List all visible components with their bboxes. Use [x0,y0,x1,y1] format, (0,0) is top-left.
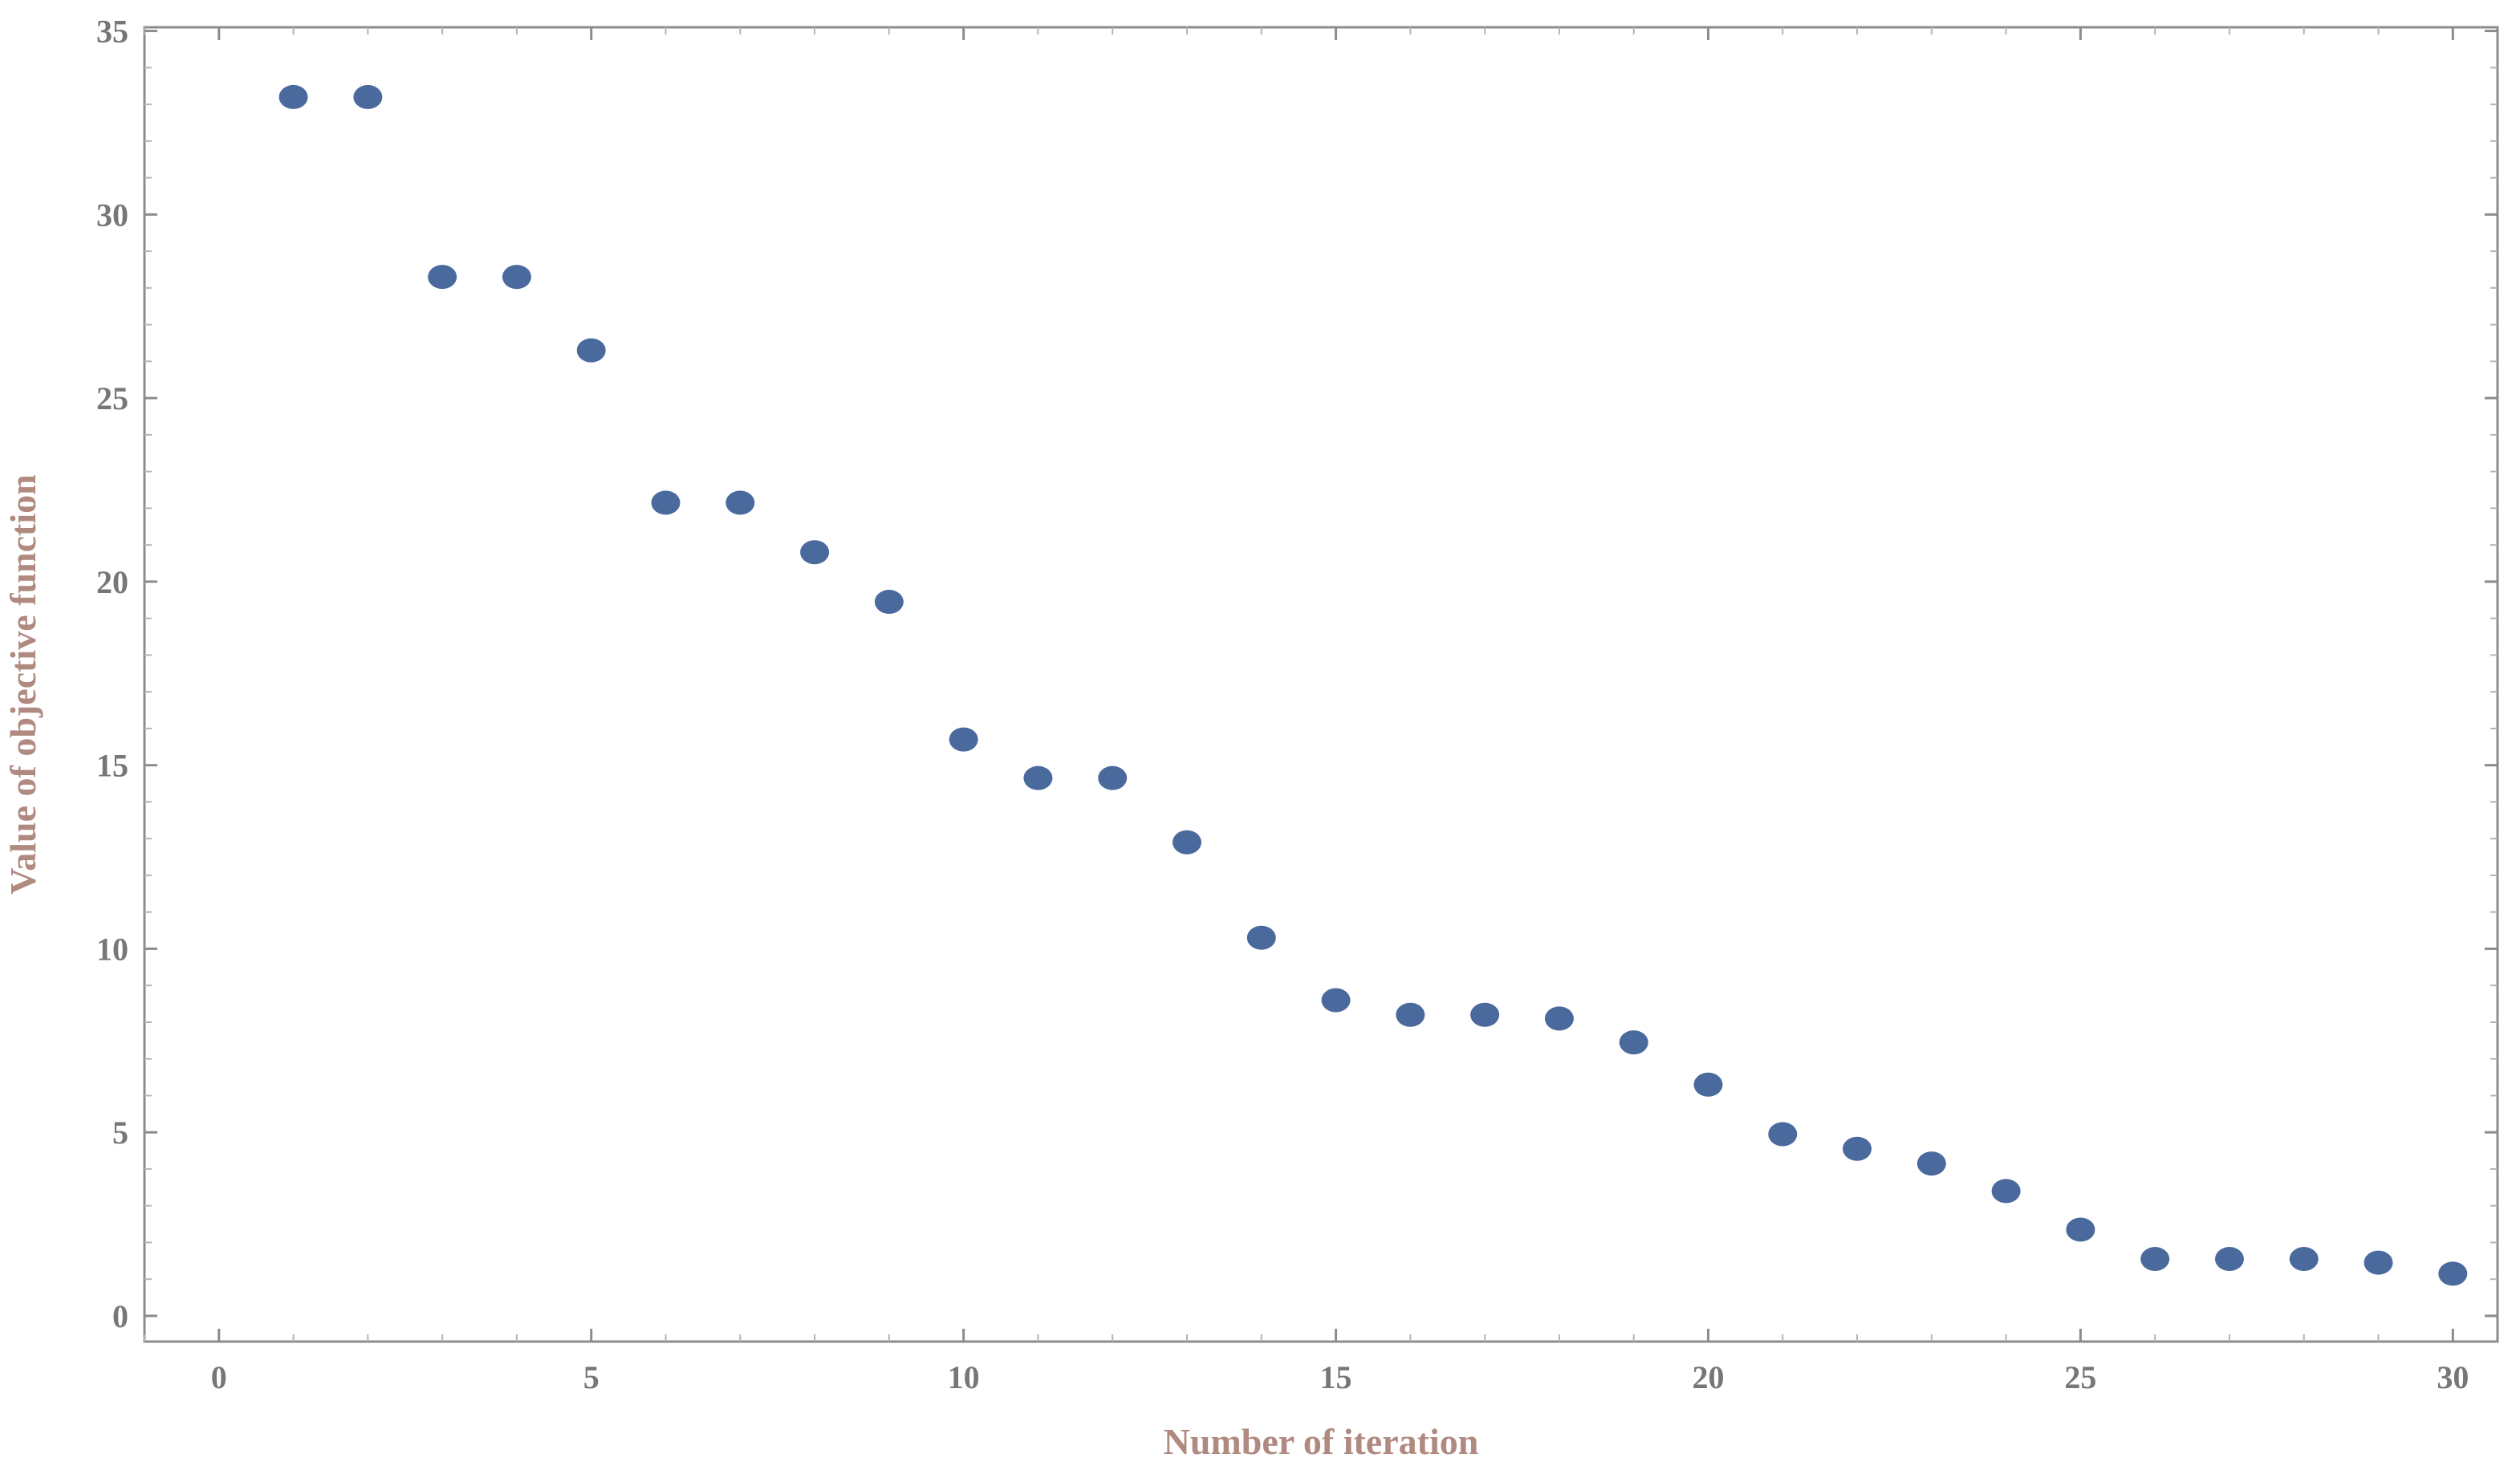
plot-frame-border [143,26,2499,1343]
data-point [1470,1002,1500,1027]
data-point [1619,1030,1648,1055]
data-point [2364,1250,2393,1275]
data-point [2214,1247,2244,1272]
data-point [2289,1247,2319,1272]
x-tick-label: 5 [583,1359,600,1395]
x-tick-label: 10 [948,1359,980,1395]
data-point [1321,988,1351,1013]
data-point [1768,1122,1798,1147]
data-point [1098,765,1128,790]
y-tick-label: 20 [96,564,128,600]
data-point [949,727,978,752]
y-tick-label: 15 [96,748,128,784]
y-tick-label: 25 [96,380,128,416]
x-tick-label: 15 [1320,1359,1352,1395]
data-point [1023,765,1053,790]
data-point [1916,1151,1946,1176]
data-point [502,265,531,290]
y-tick-label: 5 [112,1115,128,1151]
data-point [874,590,904,615]
x-tick-label: 0 [211,1359,227,1395]
data-point [278,84,308,109]
y-tick-label: 35 [96,14,128,50]
data-point [1172,830,1201,855]
x-tick-label: 20 [1692,1359,1724,1395]
data-point [1246,925,1276,950]
data-point [353,84,383,109]
data-point [2140,1247,2170,1272]
data-point [576,338,606,363]
data-point [1396,1002,1425,1027]
data-point [1544,1006,1574,1031]
data-points [278,84,2468,1286]
data-point [1693,1072,1723,1097]
data-point [1991,1179,2021,1204]
x-tick-label: 25 [2064,1359,2096,1395]
data-point [2438,1261,2468,1286]
data-point [800,540,830,565]
y-axis-title: Value of objective function [2,474,43,894]
x-tick-label: 30 [2437,1359,2469,1395]
y-tick-label: 0 [112,1298,128,1334]
x-axis-title: Number of iteration [1164,1421,1479,1462]
data-point [651,490,681,515]
tick-labels: 0 5 10 15 20 25 30 0 5 10 15 20 25 30 35 [96,14,2469,1395]
y-tick-label: 30 [96,197,128,233]
data-point [2066,1217,2095,1242]
data-point [428,265,457,290]
axis-ticks [144,27,2498,1342]
data-point [726,490,755,515]
y-tick-label: 10 [96,931,128,967]
plot-frame [143,26,2499,1343]
data-point [1843,1136,1872,1161]
